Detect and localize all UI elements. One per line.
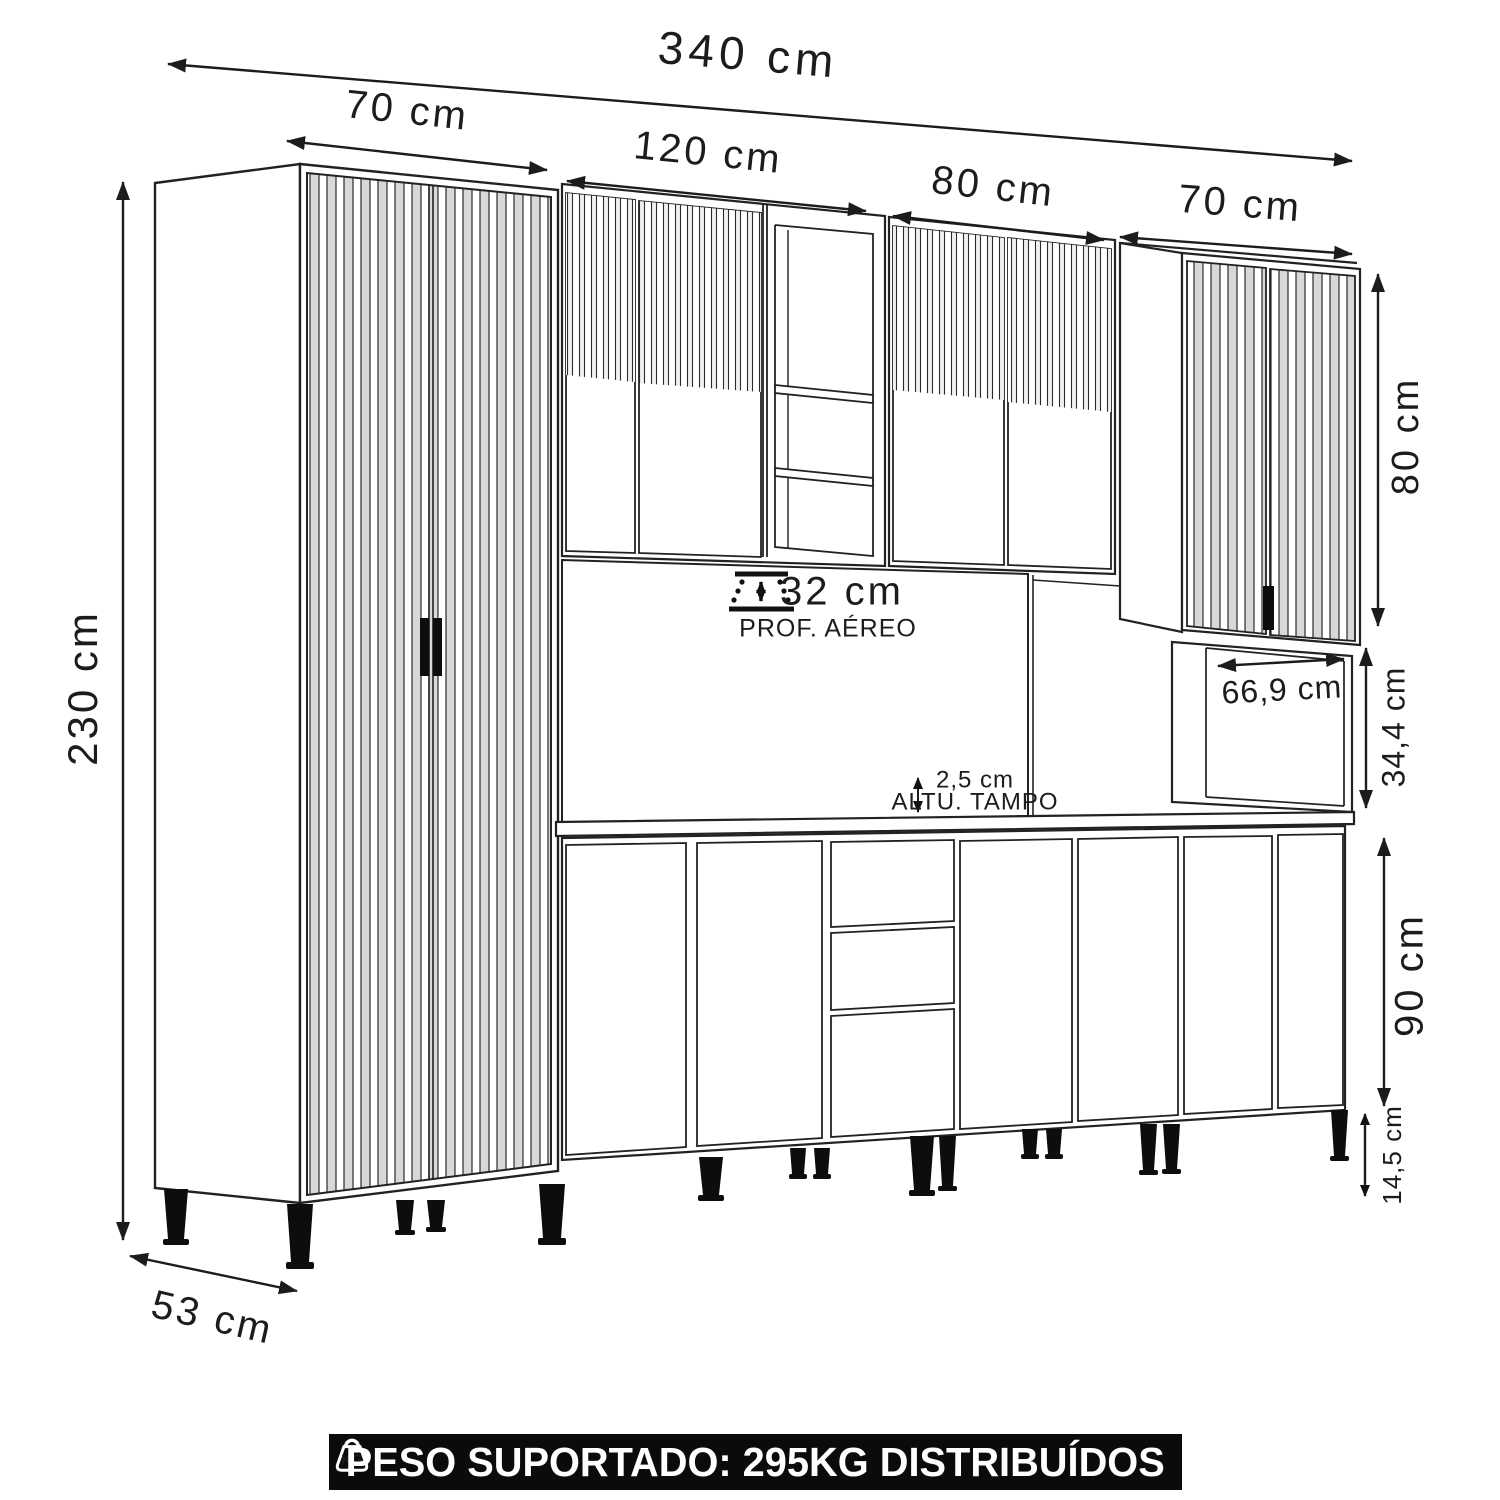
foot — [426, 1200, 446, 1232]
dim-right-upper-width — [892, 211, 1105, 245]
dim-total-width-label: 340 cm — [656, 21, 841, 88]
dimension-line — [566, 175, 867, 217]
foot — [938, 1136, 957, 1191]
dim-right-cabinet-width — [1119, 231, 1353, 260]
foot — [1045, 1129, 1063, 1159]
niche-outer — [1170, 640, 1354, 814]
door-handle — [420, 618, 429, 676]
foot — [1139, 1124, 1158, 1175]
wall-line — [1032, 579, 1121, 587]
right-upper-cabinet — [1118, 241, 1362, 647]
dim-niche-width — [1217, 653, 1345, 672]
dim-total-height-label: 230 cm — [59, 610, 106, 766]
countertop-thickness-value: 2,5 cm — [936, 766, 1014, 793]
dim-right-upper-width-label: 80 cm — [929, 158, 1057, 216]
base-door — [696, 840, 823, 1147]
weight-capacity-text: PESO SUPORTADO: 295KG DISTRIBUÍDOS — [345, 1438, 1166, 1485]
left-tall-cabinet — [153, 162, 560, 1205]
dim-depth — [129, 1252, 298, 1295]
aerial-depth-value: 32 cm — [780, 570, 904, 614]
dim-base-height-label: 90 cm — [1388, 913, 1432, 1037]
dimension-line — [129, 1252, 298, 1295]
foot — [163, 1189, 189, 1245]
dim-upper-cabinet-height-label: 80 cm — [1385, 377, 1427, 495]
upper-80-door-slats — [893, 226, 1004, 400]
dim-right-cabinet-width-label: 70 cm — [1177, 177, 1304, 230]
base-door — [565, 842, 687, 1156]
foot — [395, 1200, 415, 1235]
countertop — [554, 810, 1356, 838]
upper-cabinet-120 — [560, 182, 887, 568]
base-door — [1183, 835, 1273, 1115]
open-niche — [1170, 640, 1354, 814]
foot — [1162, 1124, 1181, 1174]
door-handle — [433, 618, 442, 676]
door-handle — [1263, 586, 1274, 630]
base-cabinets — [560, 824, 1347, 1162]
shelf-board — [774, 384, 874, 404]
upper-80-door-slats — [1008, 238, 1111, 412]
dim-niche-width-label: 66,9 cm — [1221, 668, 1344, 710]
shelf-opening — [774, 224, 874, 557]
adjustable-feet — [163, 1110, 1349, 1269]
base-door — [830, 1008, 955, 1138]
base-door — [959, 838, 1073, 1130]
countertop-thickness-label: ALTU. TAMPO — [891, 788, 1058, 815]
drawer-stack — [830, 839, 955, 1138]
kg-weight-icon: KG — [335, 1438, 369, 1472]
dimension-line — [167, 58, 1353, 167]
dim-left-cabinet-width-label: 70 cm — [343, 82, 471, 139]
drawer — [830, 926, 955, 1011]
foot — [538, 1184, 566, 1245]
dim-niche-height-label: 34,4 cm — [1375, 667, 1411, 788]
open-shelf-column — [762, 204, 874, 557]
upper-cabinet-80 — [887, 215, 1117, 576]
foot — [789, 1148, 807, 1179]
upper-120-door-slats — [566, 193, 635, 382]
drawer — [830, 839, 955, 928]
dimension-line — [1119, 231, 1353, 260]
foot — [286, 1204, 314, 1269]
dimension-line — [286, 136, 548, 175]
aerial-depth-icon — [729, 571, 794, 612]
right-cabinet-side-panel — [1118, 241, 1184, 634]
foot — [1330, 1110, 1349, 1161]
kg-icon-label: KG — [341, 1452, 363, 1468]
weight-capacity-banner: KG PESO SUPORTADO: 295KG DISTRIBUÍDOS — [329, 1434, 1182, 1490]
dim-depth-label: 53 cm — [147, 1282, 278, 1353]
dim-feet-height-label: 14,5 cm — [1377, 1105, 1407, 1205]
foot — [698, 1157, 724, 1201]
foot — [909, 1136, 935, 1196]
dim-left-cabinet-width — [286, 136, 548, 175]
right-cabinet-door-slats — [1186, 260, 1267, 635]
dimension-line — [1217, 653, 1345, 672]
dim-center-upper-width — [566, 175, 867, 217]
shelf-board — [774, 467, 874, 487]
dimension-line — [892, 211, 1105, 245]
base-door — [1077, 836, 1179, 1122]
base-door — [1277, 833, 1344, 1109]
aerial-depth-label: PROF. AÉREO — [739, 614, 917, 643]
upper-120-door-slats — [639, 201, 761, 392]
right-cabinet-door-slats — [1269, 268, 1356, 642]
left-cabinet-side-panel — [153, 162, 302, 1205]
dim-center-upper-width-label: 120 cm — [632, 123, 785, 182]
dim-total-width — [167, 58, 1353, 167]
foot — [1021, 1129, 1039, 1159]
foot — [813, 1148, 831, 1179]
